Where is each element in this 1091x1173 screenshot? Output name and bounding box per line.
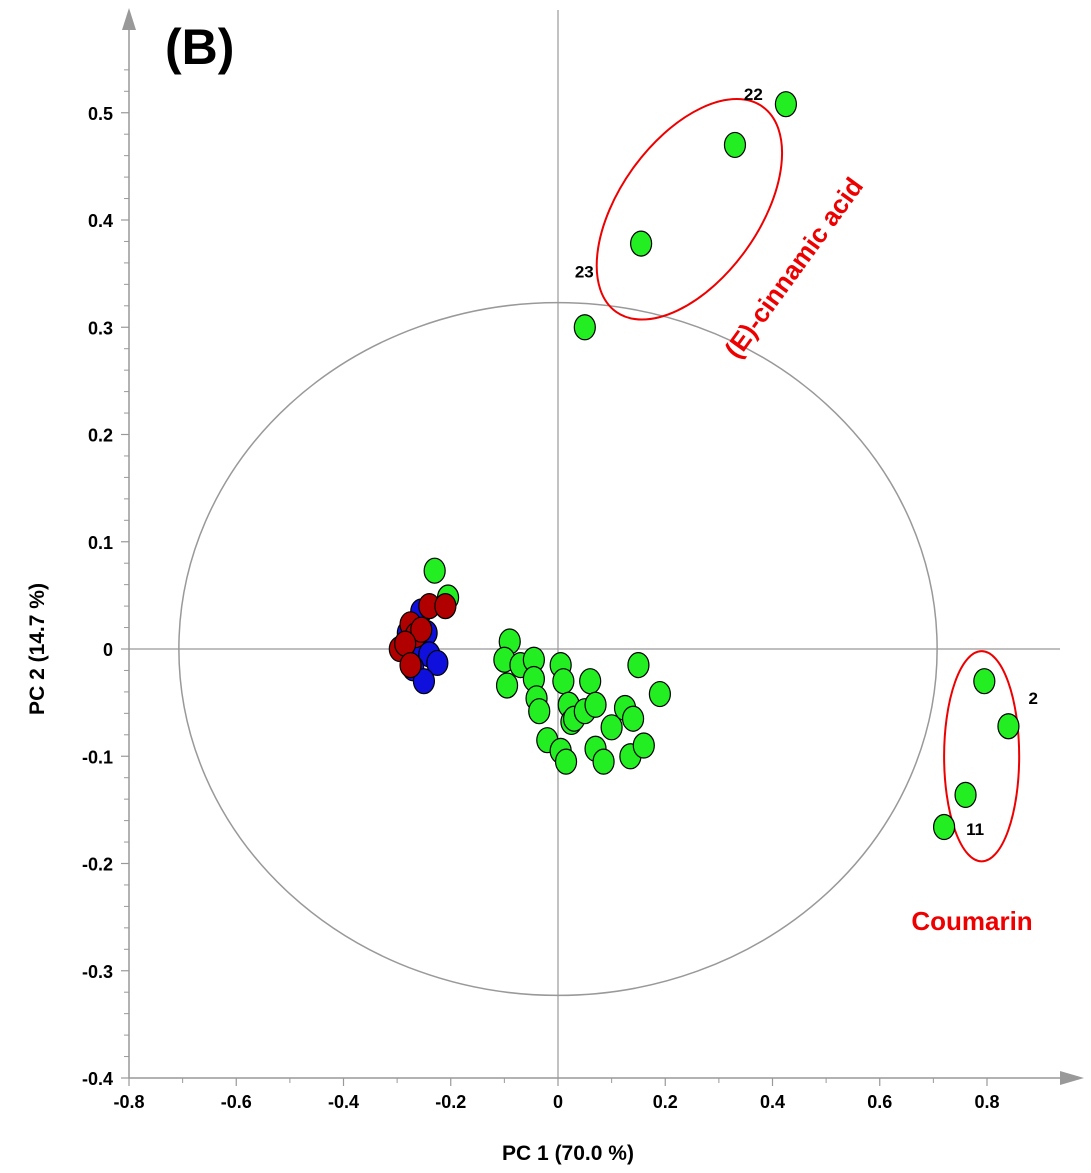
data-point bbox=[434, 592, 457, 620]
x-tick-label: 0.4 bbox=[760, 1092, 785, 1112]
group-label-cinnamic: (E)-cinnamic acid bbox=[718, 172, 869, 364]
x-tick-label: 0.2 bbox=[653, 1092, 678, 1112]
data-point bbox=[997, 713, 1020, 740]
y-axis-arrow bbox=[122, 8, 136, 30]
group-ellipses bbox=[595, 98, 1021, 863]
data-point bbox=[954, 781, 977, 808]
x-axis-arrow bbox=[1060, 1071, 1084, 1085]
group-labels: (E)-cinnamic acid Coumarin bbox=[718, 172, 1032, 936]
y-tick-label: -0.4 bbox=[82, 1069, 113, 1089]
data-point bbox=[648, 680, 671, 708]
group-ellipse bbox=[595, 98, 784, 321]
y-tick-label: 0.4 bbox=[88, 211, 113, 231]
data-point bbox=[723, 131, 747, 159]
data-point bbox=[592, 748, 615, 775]
data-point bbox=[573, 314, 596, 341]
point-label: 2 bbox=[1028, 689, 1037, 708]
point-labels: 22 23 2 11 bbox=[575, 85, 1038, 839]
data-point bbox=[528, 698, 551, 725]
y-ticks: -0.4 -0.3 -0.2 -0.1 0 0.1 0.2 0.3 0.4 0.5 bbox=[82, 69, 129, 1089]
data-point bbox=[426, 649, 449, 677]
data-point bbox=[552, 668, 575, 695]
data-point bbox=[932, 813, 956, 841]
x-ticks: -0.8 -0.6 -0.4 -0.2 0 0.2 0.4 0.6 0.8 bbox=[113, 1078, 1000, 1112]
data-point bbox=[632, 732, 655, 759]
data-point bbox=[600, 714, 623, 741]
axes bbox=[122, 8, 1084, 1085]
data-point bbox=[423, 557, 446, 584]
x-axis-title: PC 1 (70.0 %) bbox=[502, 1142, 634, 1165]
x-tick-label: -0.2 bbox=[435, 1092, 466, 1112]
group-label-coumarin: Coumarin bbox=[911, 906, 1032, 936]
y-tick-label: 0.5 bbox=[88, 104, 113, 124]
y-tick-label: 0.1 bbox=[88, 533, 113, 553]
group-ellipse bbox=[943, 650, 1021, 863]
data-points bbox=[388, 91, 1020, 841]
data-point bbox=[621, 705, 645, 732]
point-label: 23 bbox=[575, 262, 594, 281]
data-point bbox=[410, 616, 433, 643]
data-point bbox=[630, 230, 653, 257]
y-tick-label: 0.2 bbox=[88, 426, 113, 446]
y-tick-label: 0.3 bbox=[88, 318, 113, 338]
y-tick-label: -0.3 bbox=[82, 962, 113, 982]
x-tick-label: 0.6 bbox=[867, 1092, 892, 1112]
data-point bbox=[973, 668, 996, 695]
y-tick-label: 0 bbox=[103, 640, 113, 660]
point-label: 11 bbox=[966, 820, 984, 839]
data-point bbox=[627, 651, 650, 679]
data-point bbox=[495, 672, 519, 699]
data-point bbox=[774, 91, 798, 118]
panel-label: (B) bbox=[165, 19, 234, 75]
x-tick-label: 0.8 bbox=[974, 1092, 999, 1112]
y-axis-title: PC 2 (14.7 %) bbox=[26, 583, 49, 715]
data-point bbox=[412, 668, 436, 695]
x-tick-label: -0.8 bbox=[113, 1092, 144, 1112]
x-tick-label: -0.4 bbox=[328, 1092, 359, 1112]
x-tick-label: 0 bbox=[553, 1092, 563, 1112]
data-point bbox=[554, 748, 578, 775]
y-tick-label: -0.1 bbox=[82, 747, 113, 767]
x-tick-label: -0.6 bbox=[221, 1092, 252, 1112]
data-point bbox=[584, 691, 607, 718]
data-point bbox=[579, 668, 602, 695]
y-tick-label: -0.2 bbox=[82, 855, 113, 875]
data-point bbox=[399, 651, 422, 679]
point-label: 22 bbox=[744, 85, 763, 104]
